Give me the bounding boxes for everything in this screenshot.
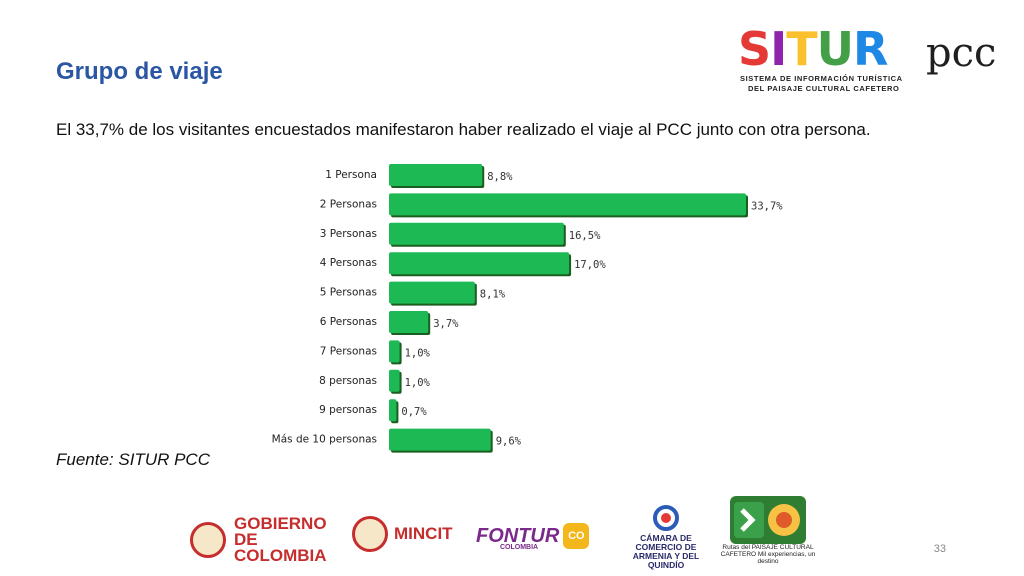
value-label: 9,6% <box>496 436 522 448</box>
value-label: 1,0% <box>405 377 431 389</box>
category-label: 3 Personas <box>320 228 377 240</box>
colombia-co-icon: CO <box>563 523 590 549</box>
category-label: 7 Personas <box>320 345 377 357</box>
bar-5 <box>389 281 475 304</box>
rutas-logo-text: Rutas del PAISAJE CULTURAL CAFETERO Mil … <box>720 544 816 565</box>
rutas-emblem-icon <box>730 496 806 544</box>
situr-logo-line2: DEL PAISAJE CULTURAL CAFETERO <box>748 84 900 93</box>
value-label: 8,8% <box>487 171 513 183</box>
footer-logos: GOBIERNO DE COLOMBIA MINCIT FONTUR CO CO… <box>186 494 826 570</box>
situr-pcc-logo: SITUR pcc SISTEMA DE INFORMACIÓN TURÍSTI… <box>738 22 998 98</box>
bar-6 <box>389 311 429 333</box>
rutas-pcc-logo: Rutas del PAISAJE CULTURAL CAFETERO Mil … <box>720 496 816 565</box>
category-label: 6 Personas <box>320 316 377 328</box>
page-title: Grupo de viaje <box>56 58 223 85</box>
camara-emblem-icon <box>653 505 679 531</box>
value-label: 33,7% <box>751 200 783 212</box>
page-number: 33 <box>933 543 946 555</box>
value-label: 17,0% <box>574 259 606 271</box>
situr-letter: S <box>738 22 771 76</box>
situr-logo-line1: SISTEMA DE INFORMACIÓN TURÍSTICA <box>740 74 903 83</box>
category-label: 2 Personas <box>320 198 377 210</box>
bar-4 <box>389 252 570 275</box>
value-label: 16,5% <box>569 230 601 242</box>
colombia-seal-icon <box>190 522 226 558</box>
bar-10 <box>389 428 491 451</box>
situr-logo-word: SITUR <box>738 22 888 76</box>
situr-logo-suffix: pcc <box>926 30 997 76</box>
situr-letter: U <box>816 22 854 76</box>
gobierno-logo: GOBIERNO DE COLOMBIA <box>190 514 334 565</box>
summary-text: El 33,7% de los visitantes encuestados m… <box>56 120 871 139</box>
category-label: 4 Personas <box>320 257 377 269</box>
value-label: 0,7% <box>401 406 427 418</box>
value-label: 1,0% <box>405 347 431 359</box>
mincit-logo-text: MINCIT <box>394 524 453 543</box>
mincit-logo: MINCIT <box>352 516 453 552</box>
bar-7 <box>389 340 400 363</box>
fontur-logo: FONTUR CO COLOMBIA <box>476 518 596 554</box>
category-label: 8 personas <box>319 375 377 387</box>
situr-letter: I <box>770 22 787 76</box>
category-label: 5 Personas <box>320 287 377 299</box>
gobierno-logo-text: GOBIERNO DE COLOMBIA <box>234 514 327 565</box>
camara-comercio-logo: CÁMARA DE COMERCIO DE ARMENIA Y DEL QUIN… <box>616 504 716 570</box>
fontur-logo-subtext: COLOMBIA <box>500 544 539 551</box>
bar-9 <box>389 399 397 422</box>
mincit-seal-icon <box>352 516 388 552</box>
fontur-logo-text: FONTUR <box>476 524 560 547</box>
bar-2 <box>389 193 746 216</box>
value-label: 3,7% <box>433 318 459 330</box>
bar-8 <box>389 369 400 392</box>
source-note: Fuente: SITUR PCC <box>56 450 210 469</box>
category-label: Más de 10 personas <box>272 434 377 446</box>
camara-logo-text: CÁMARA DE COMERCIO DE ARMENIA Y DEL QUIN… <box>632 533 700 570</box>
category-label: 1 Persona <box>325 169 377 181</box>
situr-letter: R <box>853 22 888 76</box>
bar-3 <box>389 222 564 245</box>
category-label: 9 personas <box>319 404 377 416</box>
situr-letter: T <box>786 22 817 76</box>
bar-1 <box>389 164 483 186</box>
value-label: 8,1% <box>480 289 506 301</box>
